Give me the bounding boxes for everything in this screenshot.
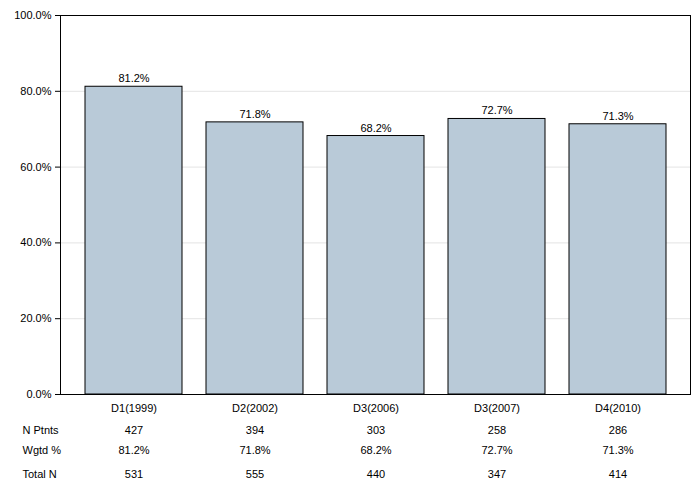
svg-text:Wgtd %: Wgtd % <box>23 444 62 456</box>
svg-text:68.2%: 68.2% <box>360 122 391 134</box>
svg-text:72.7%: 72.7% <box>481 444 512 456</box>
svg-text:100.0%: 100.0% <box>14 9 52 21</box>
svg-text:60.0%: 60.0% <box>20 161 51 173</box>
svg-text:303: 303 <box>367 424 385 436</box>
svg-text:D1(1999): D1(1999) <box>111 402 157 414</box>
svg-text:71.3%: 71.3% <box>602 110 633 122</box>
svg-text:440: 440 <box>367 468 385 480</box>
svg-text:71.3%: 71.3% <box>602 444 633 456</box>
svg-text:286: 286 <box>609 424 627 436</box>
svg-text:D2(2002): D2(2002) <box>232 402 278 414</box>
svg-text:0.0%: 0.0% <box>26 388 51 400</box>
svg-text:81.2%: 81.2% <box>118 72 149 84</box>
svg-text:555: 555 <box>246 468 264 480</box>
svg-text:Total N: Total N <box>23 468 57 480</box>
svg-text:531: 531 <box>125 468 143 480</box>
svg-text:427: 427 <box>125 424 143 436</box>
svg-text:258: 258 <box>488 424 506 436</box>
svg-text:68.2%: 68.2% <box>360 444 391 456</box>
svg-text:71.8%: 71.8% <box>239 108 270 120</box>
svg-text:72.7%: 72.7% <box>481 104 512 116</box>
svg-text:40.0%: 40.0% <box>20 236 51 248</box>
svg-text:N Ptnts: N Ptnts <box>23 424 60 436</box>
svg-text:D4(2010): D4(2010) <box>595 402 641 414</box>
svg-text:414: 414 <box>609 468 627 480</box>
svg-text:347: 347 <box>488 468 506 480</box>
svg-text:394: 394 <box>246 424 264 436</box>
svg-text:20.0%: 20.0% <box>20 312 51 324</box>
svg-text:D3(2006): D3(2006) <box>353 402 399 414</box>
svg-text:D3(2007): D3(2007) <box>474 402 520 414</box>
svg-text:81.2%: 81.2% <box>118 444 149 456</box>
svg-text:80.0%: 80.0% <box>20 85 51 97</box>
svg-text:71.8%: 71.8% <box>239 444 270 456</box>
